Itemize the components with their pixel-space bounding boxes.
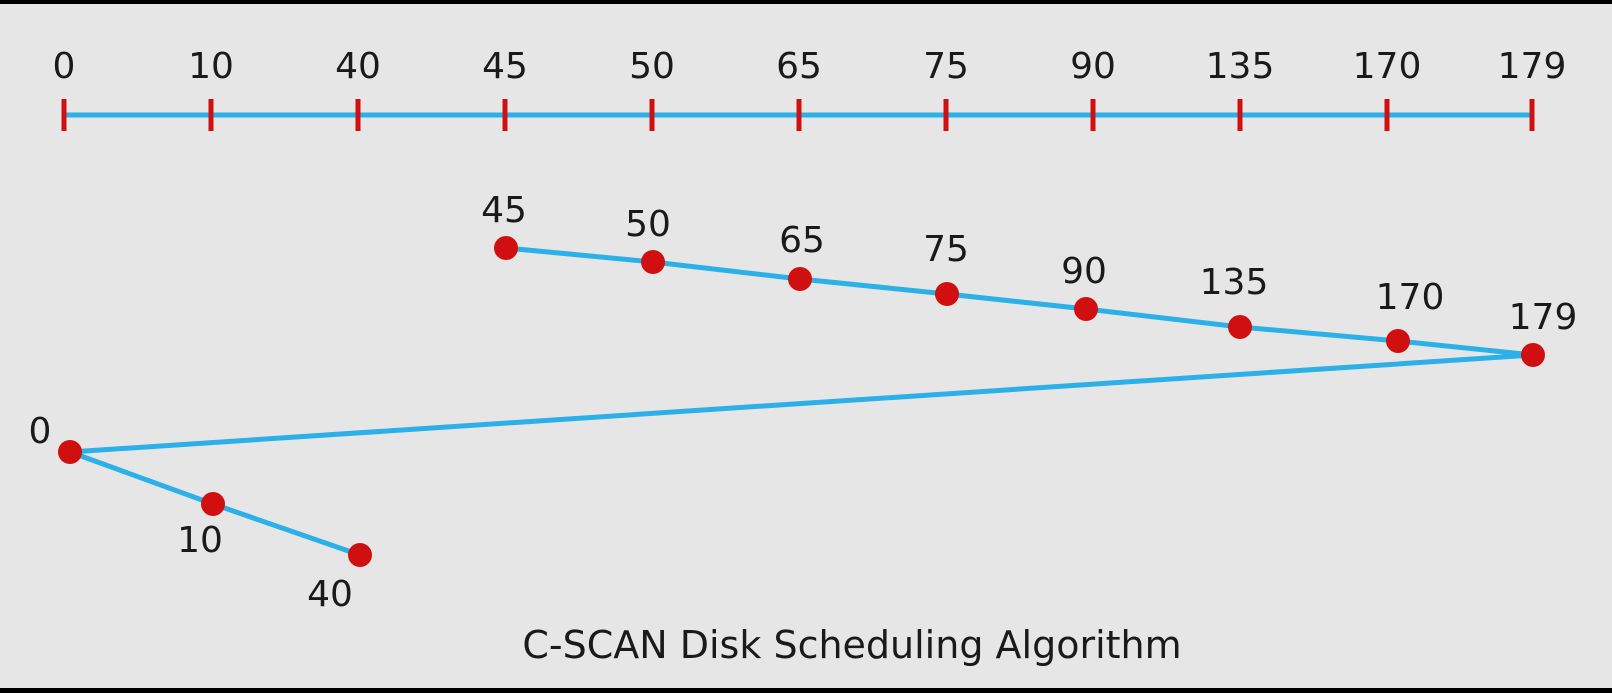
axis-tick-label: 10 xyxy=(188,46,234,87)
axis-tick-label: 90 xyxy=(1070,46,1116,87)
diagram-canvas: 0 10 40 45 50 65 75 90 135 170 179 45 50 65 75 90 135 17… xyxy=(0,4,1612,688)
path-point-label: 135 xyxy=(1200,262,1269,303)
path-line xyxy=(67,245,1536,558)
path-point-label: 50 xyxy=(625,204,671,245)
path-point xyxy=(1228,315,1252,339)
axis-tick-label: 135 xyxy=(1206,46,1275,87)
axis-tick-label: 45 xyxy=(482,46,528,87)
path-point-label: 179 xyxy=(1509,297,1578,338)
path-point xyxy=(935,282,959,306)
path-point xyxy=(1074,297,1098,321)
path-point xyxy=(348,543,372,567)
path-point xyxy=(58,440,82,464)
path-point-label: 45 xyxy=(481,190,527,231)
axis-tick-label: 170 xyxy=(1353,46,1422,87)
axis-tick-label: 50 xyxy=(629,46,675,87)
path-point xyxy=(1521,343,1545,367)
path-point xyxy=(201,492,225,516)
path-point-label: 90 xyxy=(1061,251,1107,292)
axis-tick-label: 40 xyxy=(335,46,381,87)
track-axis: 0 10 40 45 50 65 75 90 135 170 179 xyxy=(53,46,1567,131)
axis-tick-label: 0 xyxy=(53,46,76,87)
path-point-label: 0 xyxy=(29,411,52,452)
path-point-label: 40 xyxy=(307,574,353,615)
head-movement-path: 45 50 65 75 90 135 170 179 0 10 40 xyxy=(29,190,1578,615)
axis-tick-label: 75 xyxy=(923,46,969,87)
axis-tick-label: 65 xyxy=(776,46,822,87)
axis-tick-label: 179 xyxy=(1498,46,1567,87)
path-point-label: 10 xyxy=(177,520,223,561)
path-point xyxy=(494,236,518,260)
path-point xyxy=(1386,329,1410,353)
path-point-label: 170 xyxy=(1376,277,1445,318)
path-point xyxy=(788,267,812,291)
path-point xyxy=(641,250,665,274)
path-point-label: 65 xyxy=(779,220,825,261)
path-point-label: 75 xyxy=(923,229,969,270)
diagram-caption: C-SCAN Disk Scheduling Algorithm xyxy=(522,623,1181,667)
cscan-diagram: 0 10 40 45 50 65 75 90 135 170 179 45 50 65 75 90 135 17… xyxy=(29,46,1578,667)
